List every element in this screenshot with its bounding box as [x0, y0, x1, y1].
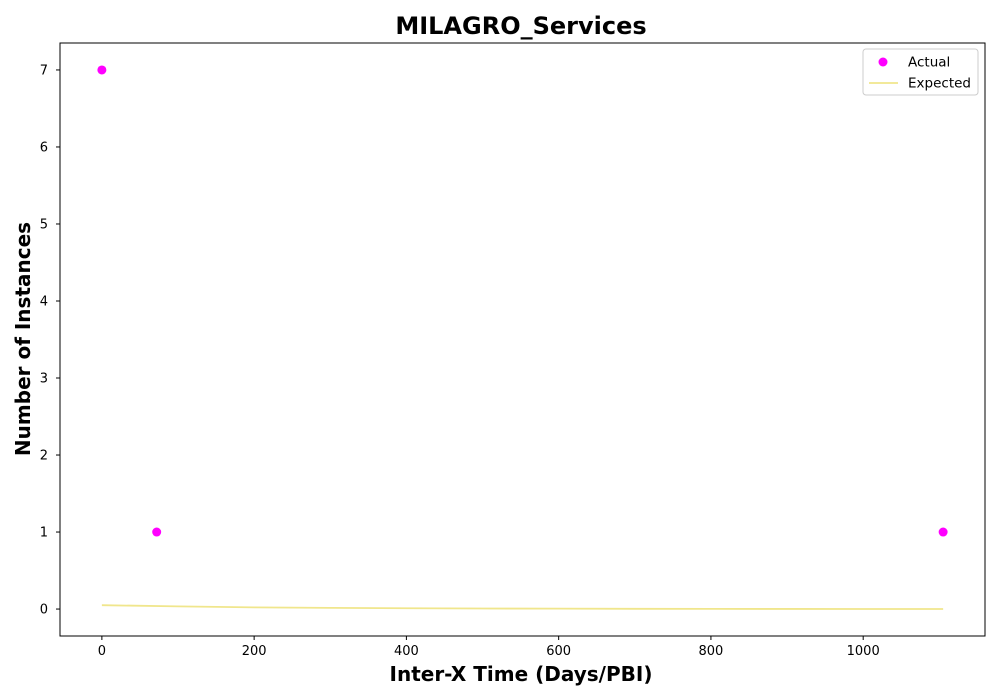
- x-tick-label: 400: [394, 644, 419, 659]
- x-tick-label: 200: [242, 644, 267, 659]
- legend-label: Expected: [908, 76, 971, 92]
- actual-point: [152, 527, 162, 537]
- actual-point: [938, 527, 948, 537]
- x-tick-label: 600: [546, 644, 571, 659]
- legend: Actual Expected: [862, 48, 979, 96]
- legend-marker-actual: [878, 57, 888, 67]
- y-tick-label: 6: [40, 140, 48, 155]
- y-axis-ticks: 0 1 2 3 4 5 6 7: [40, 63, 60, 618]
- x-tick-label: 800: [699, 644, 724, 659]
- y-tick-label: 5: [40, 217, 48, 232]
- x-axis-ticks: 0 200 400 600 800 1000: [98, 636, 880, 659]
- actual-point: [97, 65, 107, 75]
- y-tick-label: 2: [40, 449, 48, 464]
- chart-title: MILAGRO_Services: [395, 12, 646, 40]
- y-tick-label: 0: [40, 603, 48, 618]
- y-tick-label: 3: [40, 372, 48, 387]
- y-axis-label: Number of Instances: [11, 222, 35, 456]
- x-axis-label: Inter-X Time (Days/PBI): [390, 662, 653, 686]
- x-tick-label: 0: [98, 644, 106, 659]
- y-tick-label: 1: [40, 526, 48, 541]
- y-tick-label: 7: [40, 63, 48, 78]
- expected-line: [101, 604, 944, 610]
- plot-frame: [59, 42, 986, 637]
- y-tick-label: 4: [40, 294, 48, 309]
- legend-label: Actual: [908, 55, 950, 71]
- x-tick-label: 1000: [847, 644, 880, 659]
- plot-area: [97, 65, 948, 610]
